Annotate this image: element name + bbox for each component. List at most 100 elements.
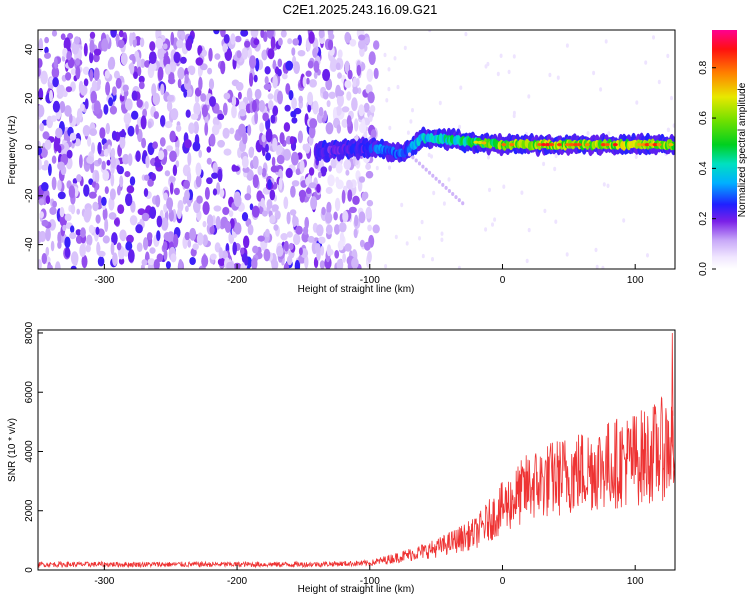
- heatmap-cell: [122, 84, 129, 92]
- heatmap-cell: [384, 264, 388, 269]
- y-tick-label: 20: [24, 92, 35, 104]
- heatmap-cell: [584, 143, 590, 147]
- heatmap-cell: [277, 58, 283, 68]
- colorbar-label: Normalized spectral amplitude: [737, 82, 748, 217]
- heatmap-cell: [113, 218, 120, 226]
- heatmap-cell: [502, 184, 506, 189]
- heatmap-cell: [70, 251, 79, 266]
- heatmap-cell: [67, 32, 74, 40]
- heatmap-cell: [543, 208, 547, 214]
- heatmap-cell: [202, 201, 210, 215]
- heatmap-cell: [89, 51, 94, 64]
- heatmap-cell: [432, 190, 436, 196]
- heatmap-cell: [336, 124, 341, 134]
- heatmap-cell: [97, 157, 102, 165]
- y-tick-label: 0: [24, 144, 35, 150]
- heatmap-cell: [110, 242, 115, 256]
- heatmap-cell: [190, 113, 199, 120]
- heatmap-cell: [195, 57, 204, 66]
- heatmap-cell: [444, 185, 448, 190]
- heatmap-cell: [73, 36, 80, 45]
- heatmap-cell: [185, 38, 193, 51]
- heatmap-cell: [417, 161, 422, 166]
- heatmap-cell: [424, 167, 428, 172]
- heatmap-cell: [291, 180, 300, 187]
- heatmap-cell: [351, 257, 359, 269]
- heatmap-cell: [59, 101, 66, 113]
- heatmap-cell: [84, 98, 89, 110]
- heatmap-cell: [276, 154, 285, 165]
- heatmap-cell: [117, 204, 125, 215]
- heatmap-cell: [672, 123, 675, 128]
- heatmap-cell: [367, 250, 372, 263]
- heatmap-cell: [168, 70, 175, 85]
- heatmap-cell: [347, 69, 353, 80]
- heatmap-cell: [309, 79, 317, 88]
- heatmap-cell: [337, 240, 344, 251]
- heatmap-cell: [291, 151, 299, 166]
- heatmap-cell: [264, 76, 269, 85]
- heatmap-cell: [163, 203, 168, 213]
- y-tick-label: -20: [24, 188, 35, 203]
- heatmap-cell: [308, 167, 315, 176]
- heatmap-cell: [365, 163, 371, 170]
- heatmap-cell: [343, 159, 352, 170]
- heatmap-cell: [262, 210, 268, 217]
- heatmap-cell: [420, 219, 424, 225]
- heatmap-cell: [111, 130, 117, 141]
- heatmap-cell: [219, 188, 225, 198]
- heatmap-cell: [217, 113, 225, 121]
- heatmap-cell: [594, 247, 598, 253]
- heatmap-cell: [209, 133, 216, 147]
- heatmap-cell: [184, 139, 192, 149]
- heatmap-cell: [208, 78, 215, 90]
- heatmap-cell: [204, 187, 210, 200]
- heatmap-cell: [91, 80, 98, 92]
- heatmap-cell: [212, 188, 218, 196]
- heatmap-cell: [252, 245, 259, 254]
- heatmap-cell: [89, 39, 95, 54]
- heatmap-cell: [265, 143, 269, 153]
- x-tick-label: -200: [227, 576, 247, 587]
- heatmap-cell: [201, 49, 207, 57]
- heatmap-cell: [38, 259, 42, 269]
- heatmap-cell: [364, 37, 371, 45]
- heatmap-cell: [62, 224, 67, 232]
- heatmap-cell: [337, 72, 342, 79]
- heatmap-cell: [283, 122, 291, 132]
- heatmap-cell: [257, 235, 265, 242]
- heatmap-cell: [330, 58, 338, 72]
- heatmap-cell: [247, 224, 254, 236]
- heatmap-cell: [294, 259, 301, 269]
- heatmap-cell: [292, 38, 300, 46]
- heatmap-cell: [92, 201, 99, 212]
- heatmap-cell: [257, 165, 263, 176]
- heatmap-cell: [646, 253, 649, 258]
- heatmap-cell: [324, 212, 333, 224]
- heatmap-cell: [129, 176, 136, 186]
- heatmap-cell: [49, 89, 53, 102]
- heatmap-cell: [359, 239, 365, 248]
- heatmap-cell: [313, 71, 318, 79]
- heatmap-cell: [38, 146, 42, 156]
- heatmap-cell: [451, 192, 455, 196]
- colorbar-tick-label: 0.2: [698, 211, 709, 225]
- spectrogram-y-ticks: -40 -20 0 20 40: [24, 44, 43, 252]
- heatmap-cell: [157, 47, 165, 60]
- heatmap-cell: [253, 74, 258, 83]
- heatmap-cell: [125, 241, 133, 251]
- heatmap-cell: [163, 192, 169, 201]
- heatmap-cell: [149, 247, 156, 254]
- heatmap-cell: [208, 47, 213, 62]
- heatmap-cell: [261, 134, 266, 143]
- heatmap-cell: [161, 217, 169, 231]
- heatmap-cell: [204, 122, 209, 136]
- heatmap-cell: [44, 160, 49, 167]
- heatmap-cell: [418, 236, 421, 241]
- heatmap-cell: [108, 212, 117, 220]
- heatmap-cell: [442, 201, 446, 206]
- heatmap-cell: [359, 46, 365, 58]
- heatmap-cell: [278, 37, 283, 47]
- heatmap-cell: [270, 114, 276, 124]
